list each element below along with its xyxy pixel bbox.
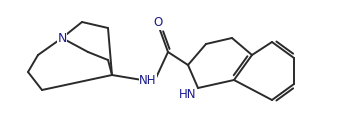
Text: N: N	[57, 32, 67, 45]
Text: HN: HN	[179, 88, 197, 101]
Text: O: O	[153, 16, 163, 30]
Text: NH: NH	[139, 74, 157, 86]
